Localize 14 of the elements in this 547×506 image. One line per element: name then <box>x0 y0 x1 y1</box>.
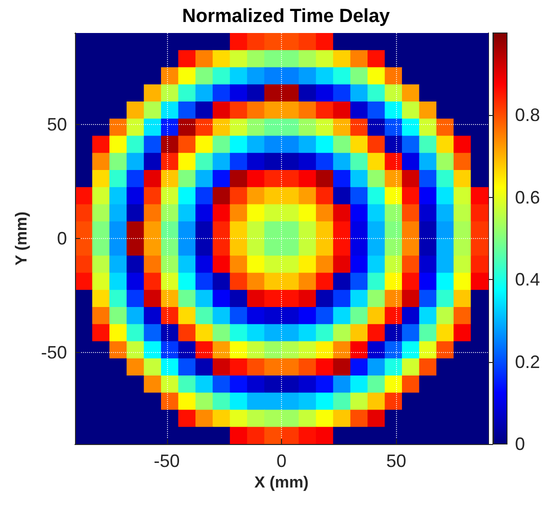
x-tick-label: 50 <box>386 451 406 471</box>
y-tick-label: 0 <box>56 228 67 248</box>
color-bar-label: 0.8 <box>515 105 540 126</box>
color-bar-label: 0.6 <box>515 187 540 208</box>
color-bar-label: 0 <box>515 434 526 454</box>
color-bar-label: 0.2 <box>515 352 540 372</box>
y-axis-title: Y (mm) <box>14 212 31 266</box>
chart-title: Normalized Time Delay <box>182 6 390 27</box>
x-tick-label: -50 <box>154 451 180 471</box>
color-bar-label: 0.4 <box>515 270 540 290</box>
y-tick-label: 50 <box>46 114 67 134</box>
x-axis-title: X (mm) <box>254 474 309 492</box>
x-tick-label: 0 <box>276 451 287 471</box>
y-tick-label: -50 <box>40 342 67 363</box>
